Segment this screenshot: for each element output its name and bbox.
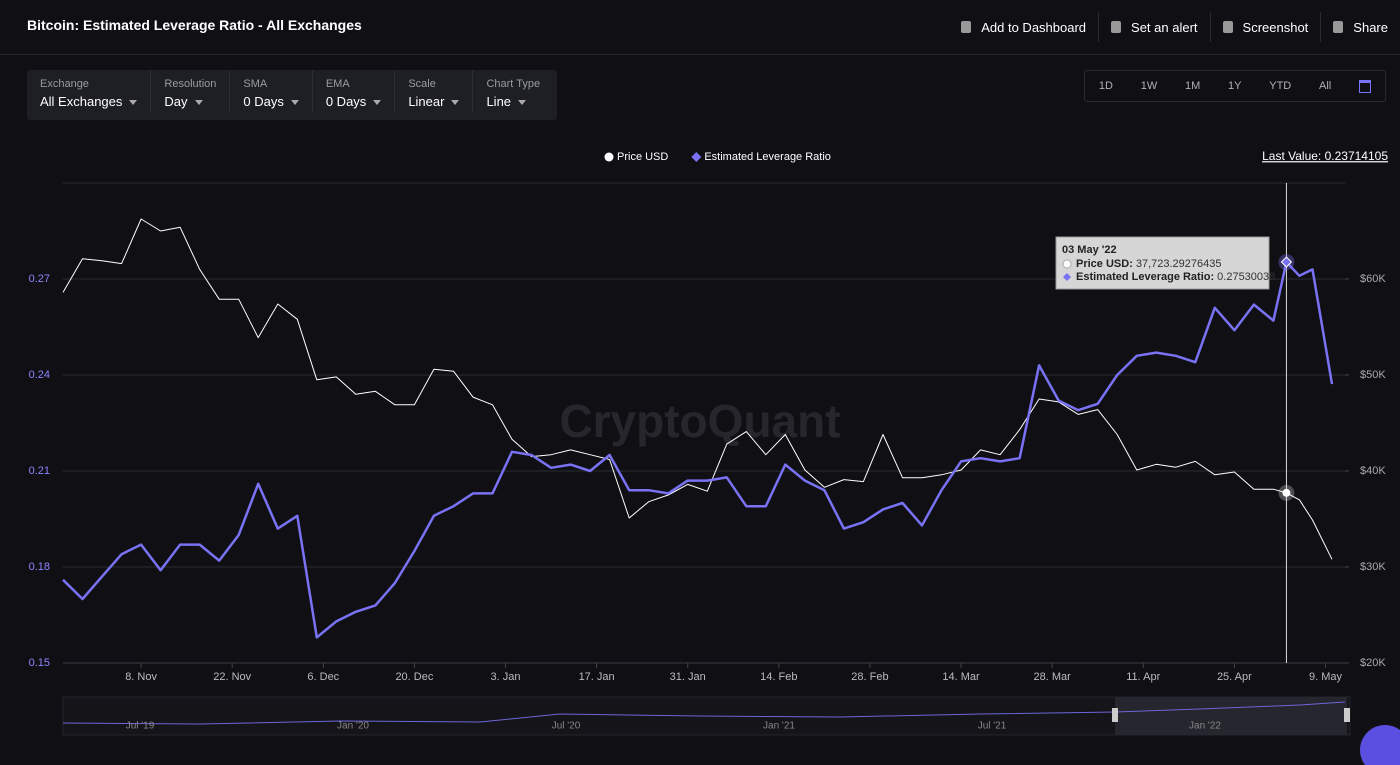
hover-point (1282, 488, 1291, 497)
range-button[interactable]: 1D (1098, 80, 1113, 92)
tooltip-value: 0.27530038 (1217, 271, 1275, 283)
navigator-line (62, 701, 1346, 725)
y-tick-label: 0.21 (29, 465, 50, 477)
range-button[interactable]: 1W (1140, 80, 1158, 92)
dropdown[interactable]: Scale Linear (395, 70, 474, 112)
y-tick-label: 0.18 (29, 561, 50, 573)
action-button[interactable]: Set an alert (1098, 12, 1210, 42)
legend: Price USD Estimated Leverage Ratio (604, 151, 831, 163)
calendar-button[interactable] (1359, 79, 1372, 93)
dropdown[interactable]: EMA 0 Days (313, 70, 396, 112)
navigator-label: Jan '21 (763, 721, 795, 732)
x-tick-label: 22. Nov (213, 671, 251, 683)
dropdown-value: Day (164, 94, 216, 109)
action-button[interactable]: Share (1320, 12, 1400, 42)
page-title: Bitcoin: Estimated Leverage Ratio - All … (27, 17, 362, 33)
x-tick-label: 6. Dec (307, 671, 339, 683)
action-label: Screenshot (1242, 19, 1309, 35)
series-line (62, 260, 1334, 639)
navigator-window (1115, 697, 1347, 735)
y2-tick-label: $20K (1360, 657, 1386, 669)
range-button[interactable]: 1M (1184, 80, 1201, 92)
tooltip-marker (1063, 273, 1071, 281)
x-tick-label: 31. Jan (670, 671, 706, 683)
y-tick-label: 0.15 (29, 657, 50, 669)
x-tick-label: 28. Mar (1034, 671, 1072, 683)
range-buttons: 1D 1W 1M 1Y YTD All (1084, 70, 1386, 102)
action-label: Add to Dashboard (981, 19, 1087, 35)
dropdown-label: Resolution (164, 78, 217, 90)
legend-marker (691, 152, 702, 162)
legend-label: Price USD (617, 151, 668, 163)
dropdown[interactable]: SMA 0 Days (230, 70, 313, 112)
dropdown[interactable]: Exchange All Exchanges (27, 70, 152, 112)
dropdown-label: Exchange (40, 78, 89, 90)
x-tick-label: 20. Dec (395, 671, 433, 683)
x-tick-label: 11. Apr (1126, 671, 1160, 683)
range-button[interactable]: All (1319, 80, 1332, 92)
divider (0, 54, 1400, 55)
action-button[interactable]: Add to Dashboard (949, 12, 1098, 42)
y2-tick-label: $50K (1360, 369, 1386, 381)
icon (961, 21, 972, 33)
action-button[interactable]: Screenshot (1209, 12, 1321, 42)
tooltip-box (1055, 236, 1270, 290)
navigator-handle[interactable] (1112, 708, 1118, 722)
dropdown[interactable]: Chart Type Line (473, 70, 553, 112)
y-tick-label: 0.27 (29, 273, 50, 285)
action-label: Set an alert (1131, 19, 1198, 35)
watermark: CryptoQuant (559, 395, 840, 447)
legend-label: Estimated Leverage Ratio (704, 151, 831, 163)
tooltip-value: 37,723.29276435 (1136, 258, 1222, 270)
x-tick-label: 9. May (1309, 671, 1343, 683)
dropdown-label: Chart Type (486, 78, 541, 90)
dropdown-label: SMA (243, 78, 268, 90)
x-tick-label: 14. Mar (942, 671, 980, 683)
y2-tick-label: $40K (1360, 465, 1386, 477)
dropdown-value: 0 Days (243, 94, 298, 109)
tooltip-marker (1062, 259, 1072, 269)
y2-tick-label: $60K (1360, 273, 1386, 285)
dropdown-label: Scale (408, 78, 436, 90)
legend-marker (604, 152, 614, 162)
y-tick-label: 0.24 (29, 369, 50, 381)
chat-button[interactable] (1360, 725, 1400, 765)
icon (1333, 21, 1344, 33)
series-line (62, 218, 1333, 560)
action-label: Share (1353, 19, 1388, 35)
dropdown-label: EMA (325, 78, 350, 90)
hover-point (1280, 256, 1293, 268)
icon (1111, 21, 1122, 33)
tooltip-label: Price USD: (1076, 258, 1133, 270)
x-tick-label: 17. Jan (579, 671, 615, 683)
navigator-label: Jul '20 (552, 721, 581, 732)
navigator-label: Jan '20 (337, 721, 369, 732)
tooltip-date: 03 May '22 (1062, 244, 1117, 256)
dropdown-value: All Exchanges (40, 94, 137, 109)
x-tick-label: 8. Nov (125, 671, 157, 683)
navigator-label: Jul '19 (126, 721, 155, 732)
icon (1222, 21, 1233, 33)
x-tick-label: 25. Apr (1217, 671, 1252, 683)
range-button[interactable]: 1Y (1228, 80, 1242, 92)
dropdown-value: Linear (408, 94, 459, 109)
last-value: Last Value: 0.23714105 (1262, 149, 1388, 163)
dropdown-value: Line (486, 94, 540, 109)
x-tick-label: 3. Jan (491, 671, 521, 683)
tooltip-label: Estimated Leverage Ratio: (1076, 271, 1214, 283)
controls: Exchange All Exchanges Resolution Day SMA 0 D… (27, 70, 557, 120)
dropdown-value: 0 Days (326, 94, 381, 109)
dropdown[interactable]: Resolution Day (151, 70, 231, 112)
x-tick-label: 28. Feb (851, 671, 888, 683)
tooltip: 03 May '22 Price USD: 37,723.29276435Estim… (1055, 236, 1275, 290)
y2-tick-label: $30K (1360, 561, 1386, 573)
x-tick-label: 14. Feb (760, 671, 797, 683)
range-button[interactable]: YTD (1269, 80, 1292, 92)
actions: Add to Dashboard Set an alert Screenshot… (949, 12, 1400, 42)
navigator-handle[interactable] (1344, 708, 1350, 722)
navigator-label: Jul '21 (978, 721, 1007, 732)
navigator-label: Jan '22 (1189, 721, 1221, 732)
